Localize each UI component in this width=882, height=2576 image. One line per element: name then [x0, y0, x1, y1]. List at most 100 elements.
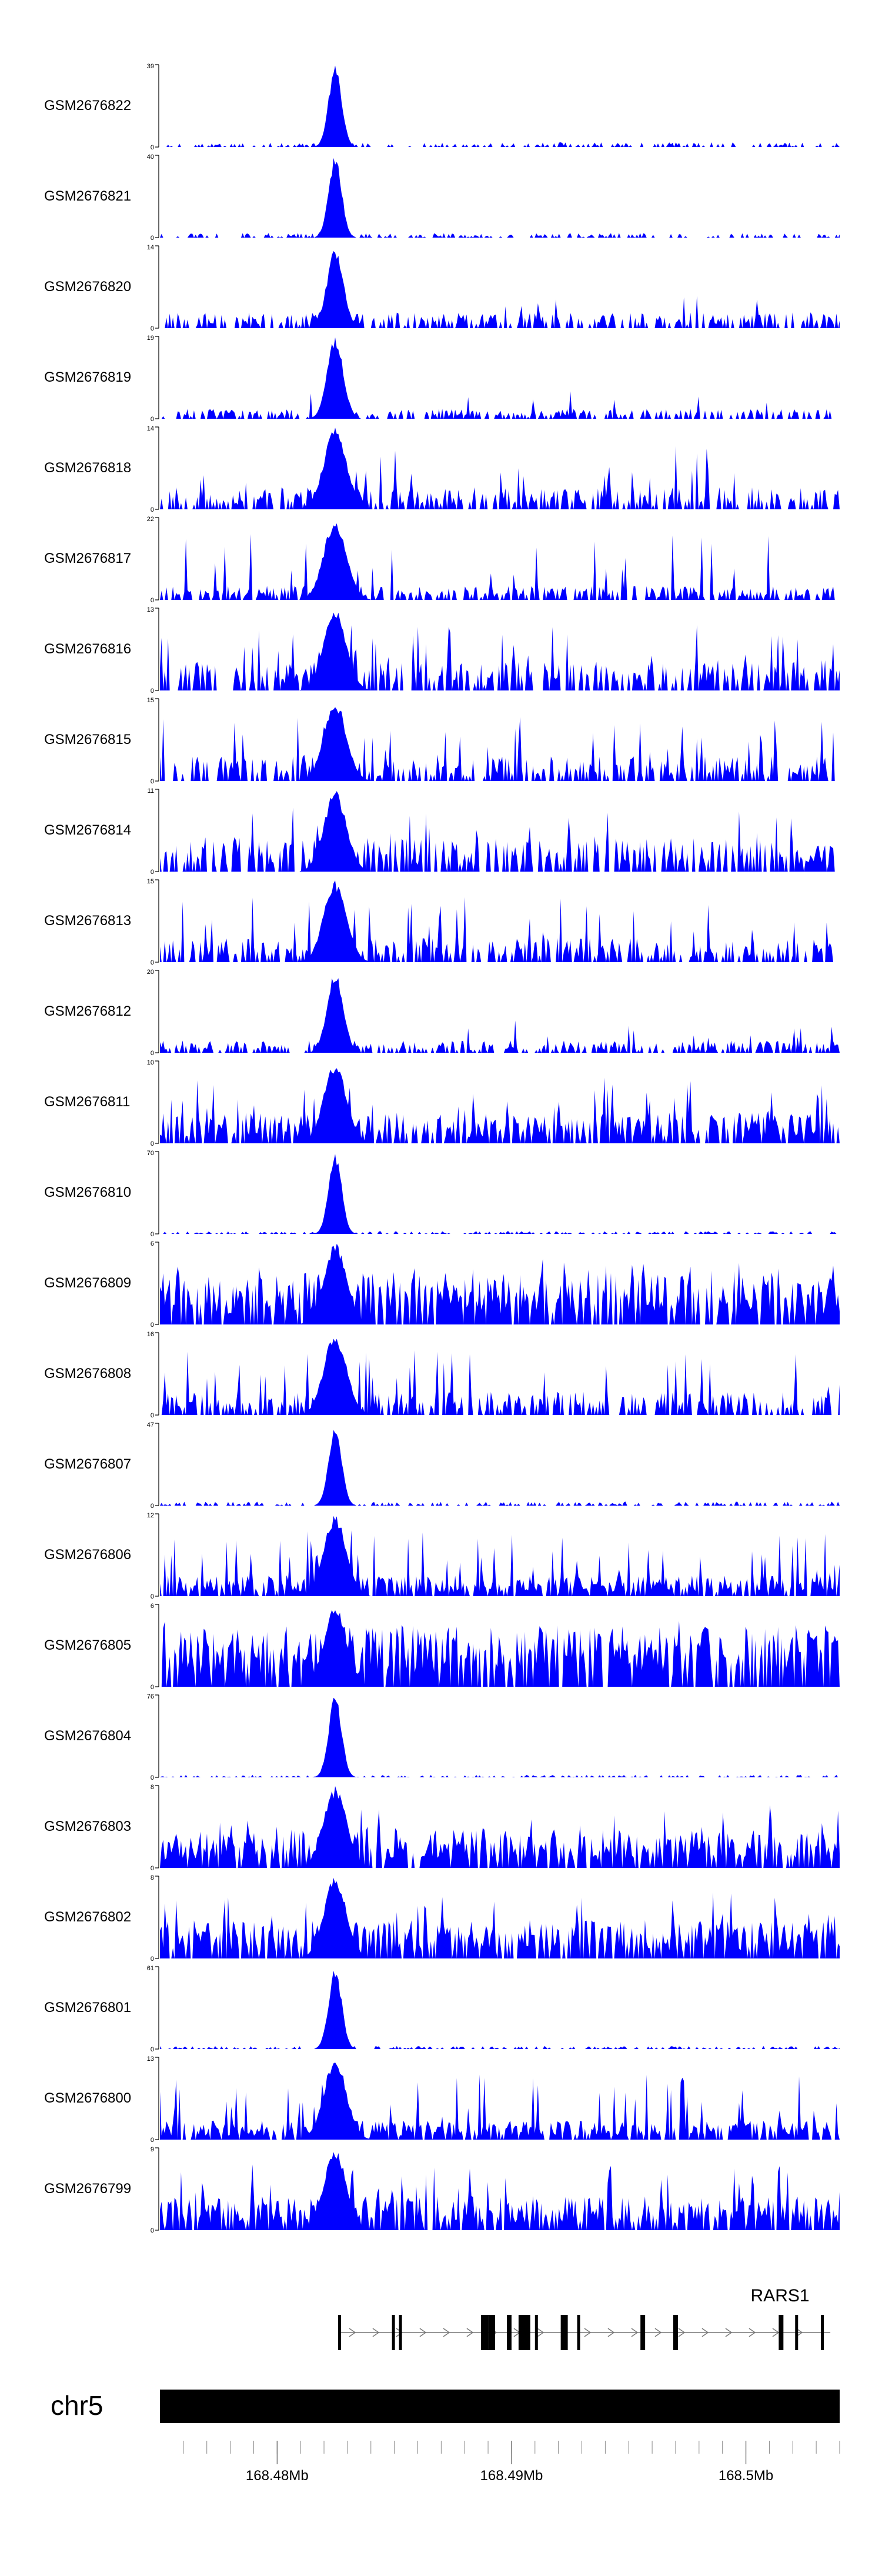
exon-block: [534, 2315, 538, 2350]
exon-block: [338, 2315, 341, 2350]
chromosome-bar: [160, 2390, 840, 2423]
track-GSM2676804: GSM2676804 76 0: [44, 1693, 840, 1781]
y-zero-label: 0: [151, 2046, 154, 2053]
exon-block: [481, 2315, 489, 2350]
y-max-label: 16: [147, 1331, 154, 1338]
coverage-area: [160, 428, 840, 509]
track-label: GSM2676817: [44, 550, 131, 566]
track-GSM2676812: GSM2676812 20 0: [44, 969, 840, 1057]
y-max-label: 40: [147, 154, 154, 161]
chromosome-label: chr5: [51, 2390, 103, 2421]
exon-block: [640, 2315, 646, 2350]
track-label: GSM2676811: [44, 1094, 130, 1110]
track-label: GSM2676809: [44, 1275, 131, 1291]
strand-chevron: [443, 2328, 450, 2337]
strand-chevron: [419, 2328, 427, 2337]
coverage-area: [160, 791, 840, 872]
exon-block: [392, 2315, 395, 2350]
track-label: GSM2676821: [44, 188, 131, 204]
y-zero-label: 0: [151, 144, 154, 151]
y-max-label: 13: [147, 2056, 154, 2063]
y-zero-label: 0: [151, 1956, 154, 1963]
coverage-area: [160, 523, 840, 600]
track-GSM2676819: GSM2676819 19 0: [44, 335, 840, 423]
coverage-area: [160, 1516, 840, 1596]
track-label: GSM2676813: [44, 913, 131, 929]
track-label: GSM2676812: [44, 1003, 131, 1019]
y-max-label: 47: [147, 1422, 154, 1429]
y-zero-label: 0: [151, 1774, 154, 1781]
y-max-label: 22: [147, 516, 154, 523]
strand-chevron: [584, 2328, 592, 2337]
track-label: GSM2676810: [44, 1184, 131, 1200]
track-label: GSM2676804: [44, 1728, 131, 1744]
y-zero-label: 0: [151, 1865, 154, 1872]
coverage-area: [160, 2152, 840, 2230]
exon-block: [506, 2315, 512, 2350]
coverage-area: [160, 978, 840, 1053]
coverage-area: [160, 707, 840, 781]
y-max-label: 14: [147, 244, 154, 251]
y-max-label: 19: [147, 335, 154, 342]
track-GSM2676807: GSM2676807 47 0: [44, 1422, 840, 1510]
strand-chevron: [631, 2328, 639, 2337]
track-label: GSM2676808: [44, 1366, 131, 1382]
track-GSM2676815: GSM2676815 15 0: [44, 697, 840, 785]
strand-chevron: [796, 2328, 803, 2337]
track-GSM2676816: GSM2676816 13 0: [44, 606, 840, 695]
track-label: GSM2676822: [44, 98, 131, 114]
y-max-label: 13: [147, 606, 154, 613]
exon-block: [399, 2315, 402, 2350]
coverage-tracks: GSM2676822390GSM2676821400GSM2676820140G…: [44, 63, 840, 2234]
track-label: GSM2676805: [44, 1637, 131, 1653]
strand-chevron: [372, 2328, 380, 2337]
coverage-area: [160, 2062, 840, 2140]
coverage-area: [160, 1971, 840, 2049]
exon-block: [577, 2315, 580, 2350]
track-GSM2676800: GSM2676800 13 0: [44, 2056, 840, 2144]
track-GSM2676805: GSM2676805 6 0: [44, 1603, 840, 1691]
y-zero-label: 0: [151, 2227, 154, 2234]
track-label: GSM2676818: [44, 460, 131, 476]
y-max-label: 15: [147, 697, 154, 704]
track-GSM2676822: GSM2676822 39 0: [44, 63, 840, 151]
track-GSM2676817: GSM2676817 22 0: [44, 516, 840, 604]
track-label: GSM2676816: [44, 641, 131, 657]
track-GSM2676820: GSM2676820 14 0: [44, 244, 840, 332]
coverage-area: [160, 1697, 840, 1777]
track-GSM2676806: GSM2676806 12 0: [44, 1512, 840, 1600]
strand-chevron: [607, 2328, 615, 2337]
y-max-label: 10: [147, 1059, 154, 1066]
track-GSM2676814: GSM2676814 11 0: [44, 788, 840, 876]
exon-block: [673, 2315, 678, 2350]
y-zero-label: 0: [151, 1593, 154, 1600]
coverage-area: [160, 1430, 840, 1506]
y-zero-label: 0: [151, 235, 154, 242]
track-label: GSM2676801: [44, 2000, 131, 2016]
y-zero-label: 0: [151, 1231, 154, 1238]
coverage-area: [160, 1878, 840, 1958]
track-GSM2676799: GSM2676799 9 0: [44, 2146, 840, 2234]
chromosome-track: chr5: [51, 2390, 840, 2423]
track-GSM2676821: GSM2676821 40 0: [44, 154, 840, 242]
y-zero-label: 0: [151, 2137, 154, 2144]
y-zero-label: 0: [151, 1412, 154, 1419]
y-zero-label: 0: [151, 1050, 154, 1057]
track-label: GSM2676803: [44, 1818, 131, 1834]
y-max-label: 15: [147, 878, 154, 885]
track-label: GSM2676806: [44, 1547, 131, 1563]
coverage-area: [160, 1339, 840, 1415]
strand-chevron: [466, 2328, 474, 2337]
y-zero-label: 0: [151, 1140, 154, 1147]
y-max-label: 9: [151, 2146, 154, 2153]
y-max-label: 6: [151, 1240, 154, 1247]
y-zero-label: 0: [151, 325, 154, 332]
gene-track: RARS1: [338, 2286, 831, 2350]
track-label: GSM2676820: [44, 279, 131, 295]
track-GSM2676810: GSM2676810 70 0: [44, 1150, 840, 1238]
track-label: GSM2676800: [44, 2090, 131, 2106]
y-max-label: 70: [147, 1150, 154, 1157]
y-max-label: 12: [147, 1512, 154, 1519]
track-label: GSM2676814: [44, 822, 131, 838]
